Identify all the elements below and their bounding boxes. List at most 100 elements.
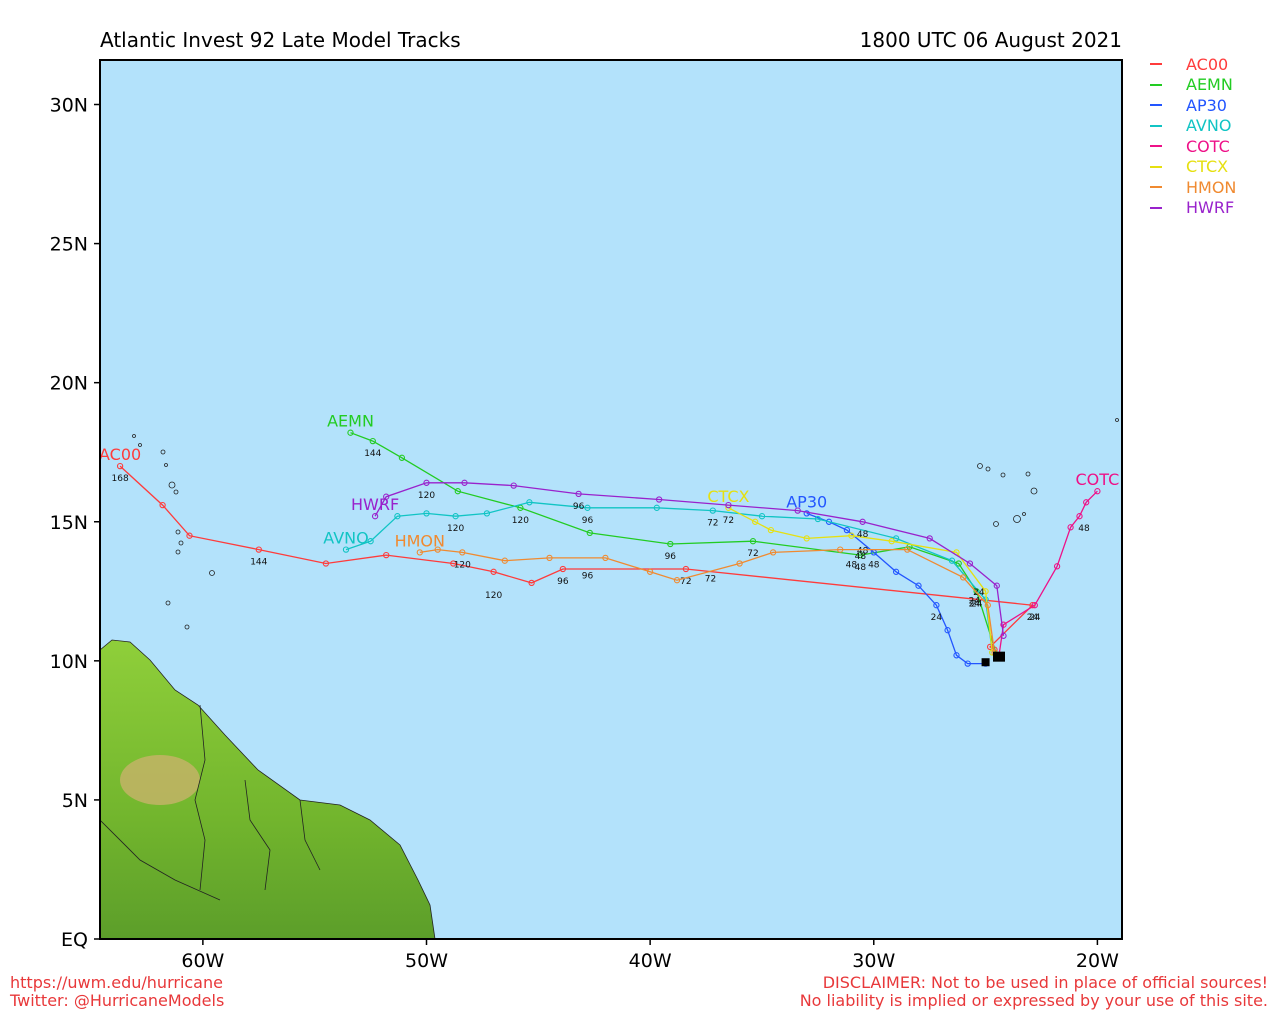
track-point — [434, 546, 441, 553]
track-point — [960, 574, 967, 581]
hour-label: 96 — [557, 577, 569, 587]
track-point — [915, 582, 922, 589]
footer-right: DISCLAIMER: Not to be used in place of o… — [800, 974, 1268, 1010]
map-title: Atlantic Invest 92 Late Model Tracks — [100, 28, 461, 52]
track-point — [342, 546, 350, 553]
hour-label: 72 — [680, 577, 691, 587]
footer-left: https://uwm.edu/hurricane Twitter: @Hurr… — [10, 974, 224, 1010]
legend-label: COTC — [1186, 136, 1230, 156]
track-point — [416, 549, 423, 556]
legend-label: HWRF — [1186, 198, 1235, 218]
track-point — [584, 504, 591, 511]
track-point — [367, 538, 374, 545]
hour-label: 48 — [855, 552, 867, 562]
track-point — [709, 507, 716, 514]
track-point — [186, 532, 193, 539]
track-point — [483, 510, 491, 517]
track-point — [255, 546, 262, 553]
track-point — [843, 526, 851, 534]
track-end-label: AP30 — [786, 492, 827, 511]
track-point — [1076, 513, 1083, 520]
track-point — [501, 557, 508, 564]
hour-label: 24 — [973, 588, 985, 598]
track-point — [1053, 563, 1061, 570]
track-point — [423, 510, 430, 517]
hour-label: 96 — [665, 552, 677, 562]
track-point — [423, 479, 430, 486]
track-point — [546, 554, 553, 562]
twitter-handle[interactable]: Twitter: @HurricaneModels — [10, 991, 225, 1010]
border-line — [299, 799, 321, 871]
track-point — [586, 529, 593, 537]
track-point — [892, 535, 900, 542]
track-point — [454, 488, 461, 495]
hour-label: 120 — [485, 591, 502, 601]
legend-label: CTCX — [1186, 157, 1229, 177]
islands — [132, 418, 1119, 630]
track-line — [806, 512, 986, 665]
website-link[interactable]: https://uwm.edu/hurricane — [10, 973, 223, 992]
track-end-label: HWRF — [351, 495, 399, 514]
legend-item-ap30: AP30 — [1150, 95, 1236, 116]
track-point — [803, 510, 810, 517]
track-point — [953, 652, 960, 659]
track-point — [933, 602, 940, 609]
track-point — [602, 554, 609, 562]
track-point — [736, 560, 743, 567]
track-point — [926, 535, 933, 542]
track-point — [450, 560, 457, 567]
track-line — [345, 501, 993, 653]
hour-label: 24 — [969, 599, 981, 609]
lat-tick-label: 5N — [62, 790, 88, 812]
track-ctcx: 24 48 72 CTCX — [707, 487, 996, 656]
legend-label: AVNO — [1186, 116, 1232, 136]
track-point — [888, 538, 895, 545]
legend-label: AC00 — [1186, 54, 1229, 74]
track-point — [459, 549, 466, 556]
legend-swatch — [1150, 206, 1162, 209]
legend-swatch — [1150, 63, 1162, 66]
track-point — [794, 507, 801, 514]
track-point — [767, 526, 775, 534]
track-point — [1000, 632, 1007, 639]
legend-item-ctcx: CTCX — [1150, 157, 1236, 178]
hour-label: 120 — [447, 524, 464, 534]
track-point — [803, 535, 810, 542]
hour-label: 48 — [1078, 524, 1090, 534]
lon-tick-label: 20W — [1076, 950, 1119, 972]
hour-label: 24 — [969, 597, 981, 607]
track-point — [966, 560, 974, 567]
track-point — [1067, 524, 1074, 531]
track-point — [682, 565, 690, 573]
hour-label: 24 — [1029, 613, 1041, 623]
track-point — [725, 501, 732, 509]
hour-label: 168 — [112, 474, 129, 484]
legend-label: AP30 — [1186, 95, 1227, 115]
track-point — [1031, 602, 1038, 609]
legend-item-aemn: AEMN — [1150, 75, 1236, 96]
legend-swatch — [1150, 165, 1162, 168]
track-cotc: 24 48 COTC — [995, 470, 1119, 659]
track-point — [955, 560, 962, 567]
legend-item-cotc: COTC — [1150, 136, 1236, 157]
track-point — [646, 568, 654, 575]
lon-tick-label: 60W — [181, 950, 224, 972]
track-point — [892, 568, 900, 575]
track-point — [904, 546, 911, 553]
track-point — [944, 627, 951, 634]
hour-label: 120 — [454, 560, 471, 570]
hour-label: 48 — [857, 546, 869, 556]
lon-tick-label: 50W — [405, 950, 448, 972]
track-point — [749, 538, 757, 545]
hour-label: 48 — [855, 563, 867, 573]
lat-tick-label: 20N — [50, 373, 88, 395]
track-line — [350, 432, 998, 656]
track-end-label: AVNO — [323, 529, 368, 548]
hour-label: 48 — [857, 530, 869, 540]
lon-tick-label: 40W — [629, 950, 672, 972]
track-point — [398, 454, 406, 461]
track-point — [383, 493, 390, 500]
track-point — [948, 557, 956, 564]
legend-label: HMON — [1186, 177, 1237, 197]
border-line — [100, 819, 221, 901]
